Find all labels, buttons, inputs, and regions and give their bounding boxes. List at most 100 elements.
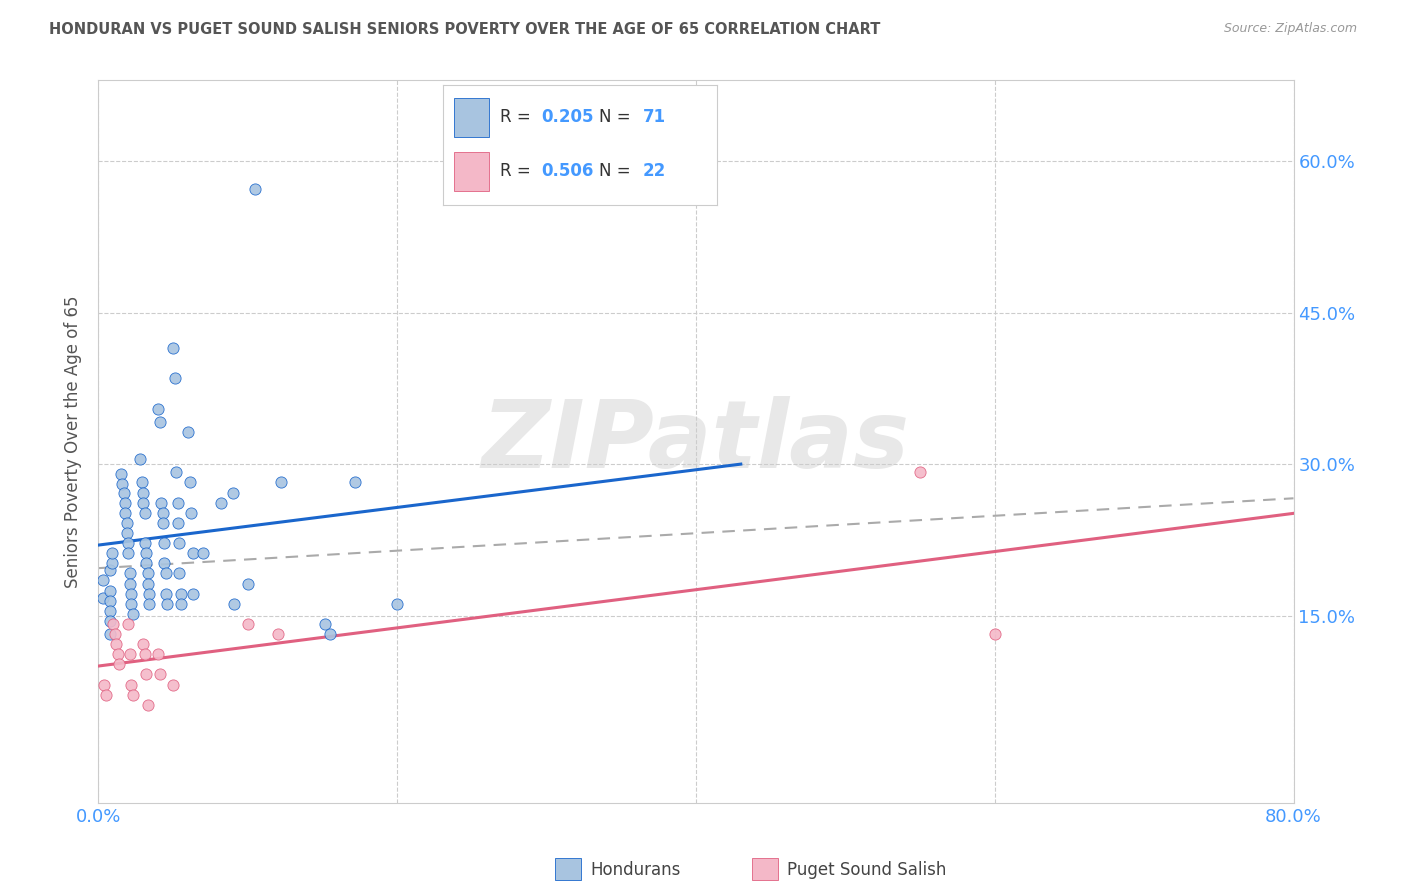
Point <box>103 616 125 631</box>
Point <box>319 627 342 641</box>
Point <box>148 647 170 661</box>
Point <box>93 677 115 691</box>
Point <box>132 637 155 651</box>
Point <box>179 475 201 490</box>
Point <box>169 586 191 600</box>
Point <box>131 475 153 490</box>
FancyBboxPatch shape <box>454 153 489 191</box>
Point <box>135 667 157 681</box>
Text: R =: R = <box>501 162 537 180</box>
Point <box>118 566 141 581</box>
Point <box>101 546 124 560</box>
Point <box>163 371 186 385</box>
Point <box>385 597 409 611</box>
Point <box>344 475 367 490</box>
Point <box>121 607 143 621</box>
Point <box>98 604 122 618</box>
Point <box>236 576 259 591</box>
Point <box>104 627 127 641</box>
Point <box>165 466 187 480</box>
Text: R =: R = <box>501 108 537 127</box>
Point <box>136 566 159 581</box>
Point <box>117 536 139 550</box>
Point <box>152 506 174 520</box>
Point <box>181 586 204 600</box>
Point <box>138 586 160 600</box>
Point <box>180 506 202 520</box>
Point <box>156 597 179 611</box>
Point <box>129 452 152 467</box>
Point <box>105 637 128 651</box>
Point <box>222 485 245 500</box>
Point <box>191 546 214 560</box>
Point <box>155 586 177 600</box>
Text: ZIPatlas: ZIPatlas <box>482 395 910 488</box>
Point <box>114 496 136 510</box>
Point <box>98 614 122 628</box>
Point <box>134 506 156 520</box>
Text: 71: 71 <box>643 108 666 127</box>
Text: 0.205: 0.205 <box>541 108 595 127</box>
Point <box>118 576 141 591</box>
Point <box>138 597 160 611</box>
Point <box>112 485 135 500</box>
Point <box>236 616 259 631</box>
Point <box>984 627 1007 641</box>
Point <box>166 516 188 530</box>
Point <box>148 401 170 416</box>
Point <box>166 496 188 510</box>
Point <box>117 546 139 560</box>
Point <box>209 496 232 510</box>
FancyBboxPatch shape <box>454 98 489 136</box>
Point <box>152 516 174 530</box>
Text: 22: 22 <box>643 162 666 180</box>
Point <box>114 506 136 520</box>
Point <box>155 566 177 581</box>
Point <box>136 698 159 712</box>
Point <box>149 667 172 681</box>
Point <box>270 475 292 490</box>
Text: Puget Sound Salish: Puget Sound Salish <box>787 861 946 879</box>
Point <box>98 583 122 598</box>
Point <box>267 627 290 641</box>
Point <box>120 586 142 600</box>
Point <box>135 546 157 560</box>
Point <box>167 566 190 581</box>
Text: 0.506: 0.506 <box>541 162 593 180</box>
Point <box>132 496 155 510</box>
Point <box>135 557 157 571</box>
Point <box>115 526 138 541</box>
Point <box>121 688 143 702</box>
Y-axis label: Seniors Poverty Over the Age of 65: Seniors Poverty Over the Age of 65 <box>65 295 83 588</box>
Point <box>169 597 191 611</box>
Point <box>153 557 176 571</box>
Point <box>136 576 159 591</box>
Point <box>91 574 114 588</box>
Text: Hondurans: Hondurans <box>591 861 681 879</box>
Point <box>108 657 131 672</box>
Point <box>94 688 117 702</box>
Point <box>117 616 139 631</box>
Point <box>167 536 190 550</box>
Point <box>177 425 200 439</box>
Point <box>134 647 156 661</box>
Point <box>245 182 267 196</box>
Point <box>98 627 122 641</box>
Point <box>908 466 931 480</box>
Point <box>134 536 156 550</box>
Point <box>224 597 246 611</box>
Point <box>111 477 134 491</box>
Point <box>115 516 138 530</box>
Point <box>91 591 114 605</box>
Point <box>107 647 129 661</box>
Point <box>110 467 132 482</box>
Point <box>101 557 124 571</box>
Point <box>132 485 155 500</box>
Point <box>118 647 141 661</box>
Point <box>149 415 172 429</box>
Point <box>120 597 142 611</box>
Text: Source: ZipAtlas.com: Source: ZipAtlas.com <box>1223 22 1357 36</box>
Text: N =: N = <box>599 162 636 180</box>
Point <box>150 496 173 510</box>
Point <box>98 563 122 577</box>
